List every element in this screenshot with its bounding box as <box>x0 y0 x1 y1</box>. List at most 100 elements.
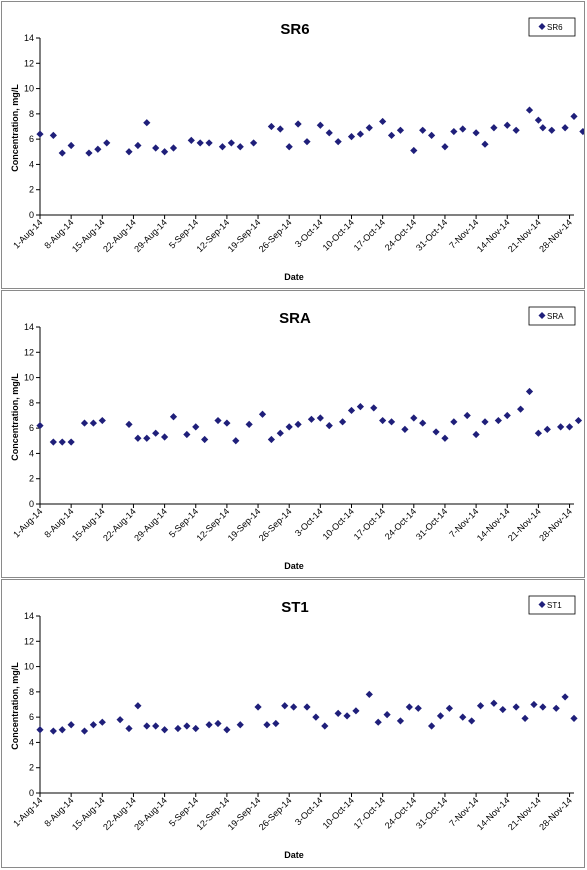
legend: ST1 <box>528 595 576 615</box>
x-tick-label: 1-Aug-14 <box>11 217 44 250</box>
x-tick-label: 3-Oct-14 <box>293 506 325 538</box>
data-point <box>143 119 151 127</box>
y-tick-label: 12 <box>24 347 34 357</box>
data-point <box>125 420 133 428</box>
data-point <box>125 148 133 156</box>
y-tick-label: 8 <box>29 687 34 697</box>
data-point <box>183 430 191 439</box>
y-tick-label: 14 <box>24 33 34 43</box>
y-tick-label: 14 <box>24 611 34 621</box>
data-point <box>570 112 578 120</box>
x-tick-label: 29-Aug-14 <box>132 217 169 254</box>
data-point <box>401 425 409 434</box>
data-point <box>49 438 57 446</box>
y-tick-label: 10 <box>24 84 34 94</box>
y-axis-ticks: 0 2 4 6 8 10 12 14 <box>24 322 40 509</box>
data-point <box>94 145 102 153</box>
data-point <box>432 428 440 436</box>
x-axis-ticks: 1-Aug-148-Aug-1415-Aug-1422-Aug-1429-Aug… <box>11 793 574 832</box>
data-point <box>459 125 467 133</box>
data-point <box>161 148 169 156</box>
data-point <box>307 415 316 423</box>
x-tick-label: 12-Sep-14 <box>195 217 232 254</box>
y-tick-label: 10 <box>24 373 34 383</box>
data-point <box>36 130 44 138</box>
x-axis-label: Date <box>284 272 304 282</box>
data-point <box>441 143 449 151</box>
data-point <box>410 146 418 155</box>
x-tick-label: 26-Sep-14 <box>257 795 294 832</box>
legend: SR6 <box>528 17 576 37</box>
data-point <box>468 717 476 725</box>
data-point <box>85 149 93 157</box>
x-tick-label: 22-Aug-14 <box>101 506 138 543</box>
data-point <box>552 704 560 712</box>
data-point <box>290 703 298 711</box>
x-tick-label: 21-Nov-14 <box>506 217 543 254</box>
y-axis-ticks: 0 2 4 6 8 10 12 14 <box>24 33 40 220</box>
data-point <box>49 131 57 139</box>
data-point <box>143 722 151 730</box>
scatter-chart-st1: ST1 Concentration, mg/L Date ST1 0 2 4 6 8 10… <box>10 595 578 860</box>
data-point <box>379 416 387 425</box>
x-tick-label: 1-Aug-14 <box>11 795 44 828</box>
data-point <box>517 405 525 413</box>
data-point <box>490 699 498 707</box>
data-point <box>125 724 133 733</box>
axes <box>39 327 574 505</box>
data-point <box>232 437 240 445</box>
data-point <box>383 711 391 719</box>
data-point <box>169 144 178 152</box>
x-tick-label: 15-Aug-14 <box>70 217 107 254</box>
x-tick-label: 26-Sep-14 <box>257 217 294 254</box>
y-tick-label: 2 <box>29 474 34 484</box>
x-tick-label: 28-Nov-14 <box>537 506 574 543</box>
data-point <box>294 420 302 428</box>
x-tick-label: 17-Oct-14 <box>352 795 387 830</box>
chart-panel-sr6: SR6 Concentration, mg/L Date SR6 0 2 4 6 8 10… <box>1 1 585 289</box>
data-point <box>356 403 364 411</box>
scatter-chart-sr6: SR6 Concentration, mg/L Date SR6 0 2 4 6 8 10… <box>10 17 584 282</box>
chart-title: SR6 <box>280 21 309 38</box>
x-tick-label: 31-Oct-14 <box>414 217 449 252</box>
x-tick-label: 31-Oct-14 <box>414 795 449 830</box>
legend-entry: SRA <box>547 312 564 321</box>
data-point <box>218 143 227 151</box>
x-tick-label: 3-Oct-14 <box>293 217 325 249</box>
x-tick-label: 17-Oct-14 <box>352 506 387 541</box>
data-point <box>472 129 480 137</box>
data-point <box>67 721 75 729</box>
data-point <box>325 129 333 137</box>
data-point <box>499 705 507 714</box>
x-tick-label: 17-Oct-14 <box>352 217 387 252</box>
data-point <box>472 430 480 439</box>
data-point <box>365 124 373 132</box>
data-point <box>152 429 160 437</box>
data-point <box>539 703 547 711</box>
data-point <box>512 126 520 134</box>
data-point <box>80 727 89 735</box>
data-point <box>339 418 347 426</box>
x-tick-label: 10-Oct-14 <box>321 506 356 541</box>
data-point <box>316 121 324 129</box>
x-tick-label: 29-Aug-14 <box>132 795 169 832</box>
data-point <box>134 434 142 442</box>
data-point <box>450 127 458 136</box>
x-axis-label: Date <box>284 561 304 571</box>
data-point <box>565 423 574 431</box>
data-point <box>387 131 396 139</box>
x-tick-label: 29-Aug-14 <box>132 506 169 543</box>
data-points <box>36 106 584 157</box>
data-point <box>445 704 453 712</box>
legend-entry: ST1 <box>547 601 562 610</box>
data-point <box>521 714 529 723</box>
data-point <box>374 718 382 726</box>
data-point <box>285 423 293 431</box>
data-point <box>570 714 578 723</box>
data-point <box>58 149 66 157</box>
chart-panel-st1: ST1 Concentration, mg/L Date ST1 0 2 4 6 8 10… <box>1 579 585 868</box>
data-point <box>201 435 209 444</box>
data-point <box>428 722 436 730</box>
data-point <box>303 703 311 711</box>
data-point <box>557 423 565 431</box>
